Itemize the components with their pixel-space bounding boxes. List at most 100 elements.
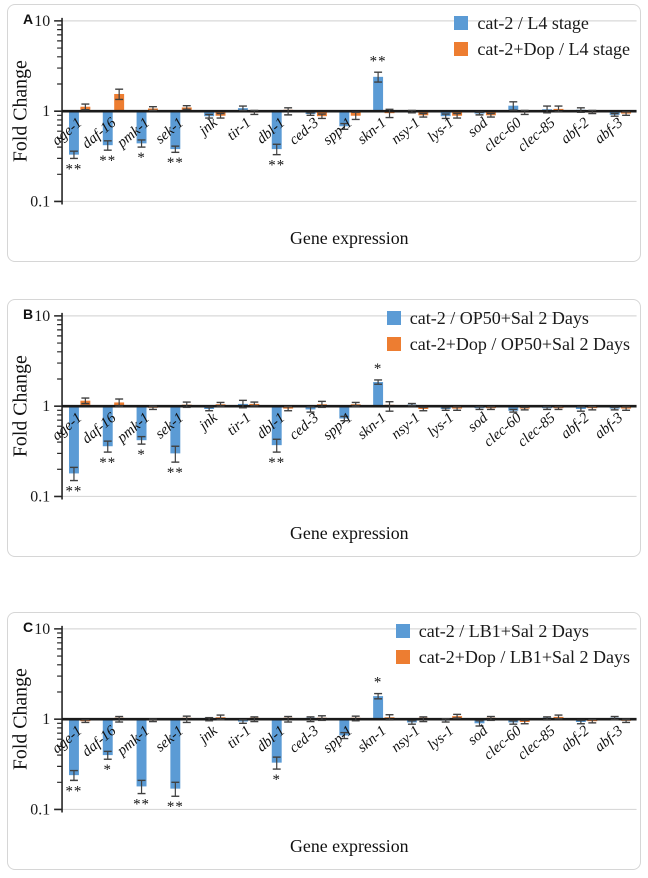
- bar: [68, 406, 79, 474]
- significance-stars: **: [268, 158, 285, 174]
- bar: [204, 111, 215, 117]
- gene-label: clec-85: [515, 410, 559, 450]
- error-bar: [407, 402, 416, 407]
- gene-label: daf-16: [79, 410, 119, 448]
- significance-stars: *: [137, 150, 145, 166]
- gene-label: lys-1: [425, 723, 457, 754]
- bar: [68, 719, 79, 776]
- error-bar: [486, 406, 495, 411]
- gene-label: spp-1: [320, 115, 356, 149]
- legend-swatch-icon: [454, 41, 469, 56]
- gene-label: daf-16: [79, 723, 119, 761]
- gene-label: tir-1: [224, 115, 254, 144]
- error-bar: [441, 113, 450, 120]
- y-axis-title: Fold Change: [9, 668, 31, 770]
- error-bar: [407, 109, 416, 114]
- error-bar: [419, 716, 428, 723]
- error-bar: [69, 150, 78, 160]
- error-bar: [238, 105, 247, 112]
- gene-label: ced-3: [286, 115, 322, 148]
- error-bar: [81, 103, 90, 111]
- error-bar: [520, 109, 529, 116]
- error-bar: [317, 715, 326, 722]
- error-bar: [385, 401, 394, 412]
- error-bar: [407, 720, 416, 725]
- error-bar: [576, 107, 585, 114]
- gene-label: jnk: [195, 410, 221, 435]
- error-bar: [137, 435, 146, 445]
- gene-label: daf-16: [79, 115, 119, 153]
- error-bar: [306, 716, 315, 723]
- error-bar: [69, 466, 78, 482]
- gene-label: abf-3: [592, 410, 626, 442]
- error-bar: [520, 719, 529, 725]
- gene-label: abf-3: [592, 115, 626, 147]
- gene-label: spp-1: [320, 410, 356, 444]
- legend-item: cat-2+Dop / OP50+Sal 2 Days: [386, 333, 630, 356]
- bar: [68, 111, 79, 155]
- gene-label: tir-1: [224, 410, 254, 439]
- significance-stars: **: [268, 455, 285, 471]
- gene-label: clec-60: [481, 723, 525, 764]
- error-bar: [115, 88, 124, 101]
- gene-label: ced-3: [286, 410, 322, 443]
- bar: [136, 406, 147, 441]
- error-bar: [250, 716, 259, 723]
- error-bar: [576, 406, 585, 412]
- error-bar: [148, 718, 157, 723]
- legend-label: cat-2+Dop / OP50+Sal 2 Days: [409, 333, 630, 354]
- significance-stars: **: [167, 799, 184, 815]
- bar: [339, 719, 350, 736]
- error-bar: [374, 379, 383, 385]
- error-bar: [238, 719, 247, 724]
- error-bar: [137, 139, 146, 148]
- error-bar: [81, 719, 90, 724]
- y-axis-title: Fold Change: [9, 60, 31, 162]
- error-bar: [588, 109, 597, 115]
- error-bar: [385, 108, 394, 119]
- x-axis-title: Gene expression: [290, 228, 409, 248]
- error-bar: [419, 112, 428, 118]
- x-axis-title: Gene expression: [290, 523, 409, 543]
- gene-label: jnk: [195, 723, 221, 748]
- error-bar: [272, 756, 281, 770]
- legend-item: cat-2+Dop / LB1+Sal 2 Days: [395, 646, 630, 669]
- significance-stars: **: [370, 53, 387, 69]
- gene-label: abf-3: [592, 723, 626, 755]
- bar: [170, 111, 181, 150]
- significance-stars: **: [167, 465, 184, 481]
- error-bar: [622, 406, 631, 411]
- bar: [271, 719, 282, 763]
- error-bar: [250, 109, 259, 116]
- bar: [373, 76, 384, 112]
- gene-label: dbl-1: [254, 410, 288, 442]
- significance-stars: *: [374, 675, 382, 691]
- gene-label: age-1: [49, 723, 85, 757]
- panel-letter: C: [23, 619, 34, 635]
- error-bar: [554, 714, 563, 720]
- bar: [136, 719, 147, 787]
- error-bar: [115, 398, 124, 407]
- legend-item: cat-2 / OP50+Sal 2 Days: [386, 307, 630, 330]
- significance-stars: **: [66, 783, 83, 799]
- legend-swatch-icon: [395, 649, 410, 664]
- legend-label: cat-2 / L4 stage: [477, 13, 589, 33]
- x-axis-title: Gene expression: [290, 836, 409, 856]
- bar: [373, 382, 384, 407]
- significance-stars: **: [167, 155, 184, 171]
- y-tick-label: 1: [42, 398, 50, 415]
- gene-label: nsy-1: [388, 115, 423, 148]
- panel-letter: A: [23, 11, 34, 27]
- significance-stars: **: [66, 161, 83, 177]
- error-bar: [306, 112, 315, 116]
- significance-stars: *: [104, 762, 112, 778]
- error-bar: [610, 112, 619, 117]
- gene-label: skn-1: [355, 115, 390, 148]
- error-bar: [622, 718, 631, 724]
- error-bar: [374, 71, 383, 83]
- bar: [102, 719, 113, 756]
